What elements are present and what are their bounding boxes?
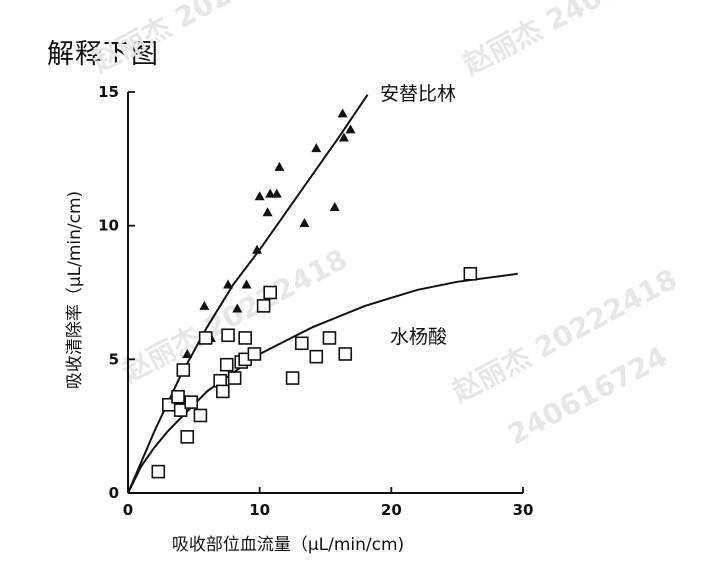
fit-line-series-1 [127, 272, 518, 494]
x-tick-label: 30 [513, 501, 534, 519]
triangle-point [337, 108, 348, 118]
triangle-point [311, 143, 322, 153]
square-point [151, 464, 166, 479]
square-point [171, 389, 185, 404]
triangle-point [199, 300, 210, 310]
series-label-salicylic-acid: 水杨酸 [390, 326, 447, 348]
triangle-point [262, 207, 273, 217]
triangle-point [299, 217, 310, 227]
data-points [151, 108, 478, 479]
square-point [309, 349, 324, 364]
chart-axes: 0 10 20 30 0 5 10 15 [98, 83, 533, 519]
series-label-antipyrine: 安替比林 [380, 83, 456, 105]
triangle-point [271, 188, 282, 198]
triangle-point [182, 348, 193, 358]
x-tick-label: 20 [381, 501, 402, 519]
square-point [238, 331, 252, 345]
triangle-point [223, 279, 234, 289]
y-tick-label: 15 [98, 83, 119, 101]
square-point [227, 371, 242, 385]
square-point [193, 408, 208, 423]
triangle-point [329, 201, 340, 211]
triangle-point [252, 244, 263, 254]
square-point [263, 285, 278, 300]
triangle-point [338, 132, 349, 142]
chart-labels: 吸收部位血流量（μL/min/cm) 吸收清除率（μL/min/cm) 安替比林… [65, 83, 456, 555]
y-tick-label: 5 [109, 350, 119, 368]
triangle-point [232, 303, 243, 313]
square-point [216, 384, 230, 399]
x-tick-label: 0 [123, 501, 133, 519]
fit-line-series-0 [127, 94, 369, 494]
triangle-point [274, 161, 285, 171]
page-heading: 解释下图 [47, 39, 159, 70]
y-axis-label: 吸收清除率（μL/min/cm) [65, 191, 85, 389]
square-point [338, 347, 353, 361]
square-point [247, 347, 262, 361]
square-point [184, 395, 198, 409]
triangle-point [241, 279, 252, 289]
y-tick-label: 0 [109, 484, 119, 502]
square-point [198, 331, 213, 345]
x-axis-label: 吸收部位血流量（μL/min/cm) [172, 535, 404, 555]
square-point [219, 357, 234, 372]
triangle-point [345, 124, 356, 134]
square-point [176, 363, 191, 377]
triangle-point [265, 188, 276, 198]
square-point [221, 328, 235, 343]
square-point [285, 371, 300, 385]
square-point [180, 430, 195, 444]
triangle-point [254, 191, 265, 201]
x-tick-label: 10 [249, 501, 270, 519]
square-point [322, 331, 337, 345]
square-point [173, 403, 188, 417]
square-point [463, 266, 478, 281]
square-point [256, 299, 271, 313]
square-point [294, 336, 309, 351]
y-tick-label: 10 [98, 217, 119, 235]
